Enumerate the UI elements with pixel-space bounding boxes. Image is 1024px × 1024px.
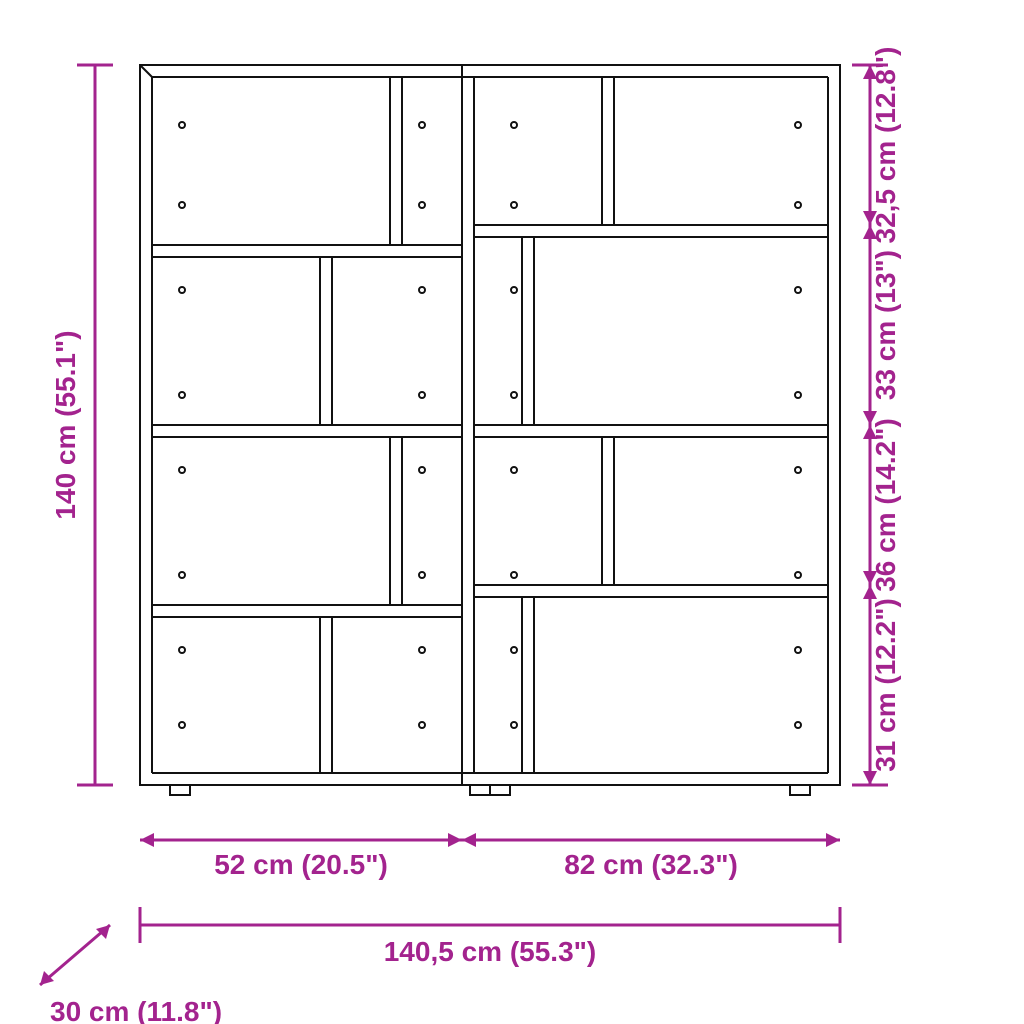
dim-depth: 30 cm (11.8") (50, 996, 222, 1024)
dim-row2: 33 cm (13") (870, 250, 901, 400)
dim-height: 140 cm (55.1") (50, 330, 81, 519)
dim-row1: 32,5 cm (12.8") (870, 47, 901, 244)
dim-seg-left: 52 cm (20.5") (214, 849, 388, 880)
dim-seg-right: 82 cm (32.3") (564, 849, 738, 880)
dim-width: 140,5 cm (55.3") (384, 936, 597, 967)
dim-row4: 31 cm (12.2") (870, 598, 901, 772)
dim-row3: 36 cm (14.2") (870, 418, 901, 592)
